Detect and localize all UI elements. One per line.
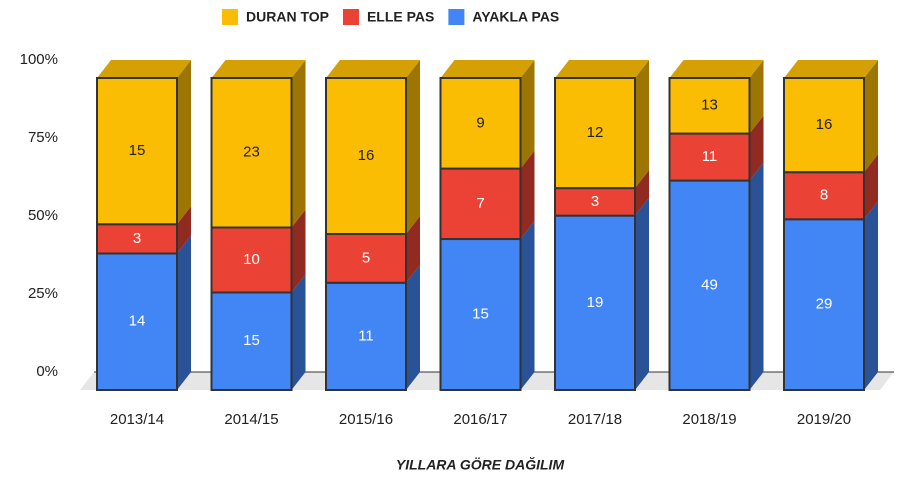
bar-side: [864, 154, 878, 220]
legend-label: ELLE PAS: [367, 9, 434, 25]
bar-side: [177, 60, 191, 225]
legend-label: AYAKLA PAS: [472, 9, 559, 25]
bar-side: [864, 201, 878, 390]
bar: [439, 167, 522, 241]
data-label: 3: [591, 193, 599, 210]
data-label: 8: [820, 187, 828, 204]
data-label: 10: [243, 251, 260, 268]
x-tick-label: 2017/18: [568, 411, 622, 428]
data-label: 13: [701, 97, 718, 114]
bar: [325, 281, 407, 391]
bar: [96, 223, 178, 255]
bar-side: [291, 209, 306, 293]
data-label: 5: [362, 249, 370, 266]
bar-top: [326, 60, 420, 78]
y-tick-label: 75%: [28, 129, 58, 146]
bar-top: [784, 60, 878, 78]
data-label: 49: [701, 276, 718, 293]
bar-side: [406, 264, 420, 390]
legend-swatch: [342, 9, 359, 25]
bar: [210, 226, 293, 294]
bar-side: [749, 115, 764, 181]
bar: [210, 291, 293, 391]
bar-top: [97, 60, 191, 78]
bar-top: [669, 60, 764, 78]
bar: [554, 187, 636, 217]
legend-swatch: [448, 9, 465, 25]
legend-swatch: [222, 9, 238, 25]
y-tick-label: 50%: [28, 207, 58, 224]
bar: [554, 77, 636, 190]
bar: [325, 233, 407, 284]
data-label: 11: [702, 148, 718, 165]
x-axis-title: YILLARA GÖRE DAĞILIM: [396, 456, 565, 473]
bar-side: [177, 206, 191, 254]
bar: [325, 77, 407, 235]
x-tick-label: 2016/17: [453, 411, 507, 428]
bar-top: [555, 60, 649, 78]
bar-side: [635, 60, 649, 189]
x-tick-label: 2015/16: [339, 411, 393, 428]
data-label: 19: [587, 294, 604, 311]
data-label: 15: [129, 142, 146, 159]
bar: [668, 179, 751, 391]
bar-side: [520, 221, 535, 390]
bar: [668, 132, 751, 182]
bar-side: [177, 235, 191, 390]
data-label: 23: [243, 144, 260, 161]
y-tick-label: 0%: [36, 363, 58, 380]
bar-top: [211, 60, 306, 78]
bar: [554, 214, 636, 391]
bar: [439, 77, 522, 170]
data-label: 15: [243, 332, 260, 349]
bar: [96, 77, 178, 226]
bar-side: [749, 162, 764, 390]
bar: [96, 252, 178, 391]
legend-label: DURAN TOP: [246, 9, 329, 25]
data-label: 14: [129, 313, 146, 330]
bar: [668, 77, 751, 135]
bar-side: [291, 60, 306, 228]
x-tick-label: 2018/19: [682, 411, 736, 428]
bar-top: [440, 60, 535, 78]
data-label: 3: [133, 230, 141, 247]
x-tick-label: 2019/20: [797, 411, 851, 428]
bar-side: [635, 170, 649, 216]
bar-side: [406, 60, 420, 234]
data-label: 11: [358, 327, 374, 344]
bar-side: [864, 60, 878, 173]
bar: [439, 238, 522, 391]
data-label: 29: [816, 296, 833, 313]
bar-side: [635, 197, 649, 390]
data-label: 16: [816, 116, 833, 133]
bar: [783, 171, 865, 221]
bar-side: [749, 60, 764, 134]
y-tick-label: 100%: [20, 51, 58, 68]
bar-side: [520, 150, 535, 240]
y-tick-label: 25%: [28, 285, 58, 302]
bar-side: [406, 216, 420, 283]
data-label: 15: [472, 305, 489, 322]
data-label: 16: [358, 147, 375, 164]
x-tick-label: 2014/15: [224, 411, 278, 428]
bar-side: [520, 60, 535, 169]
data-label: 7: [476, 195, 484, 212]
data-label: 9: [476, 114, 484, 131]
bar: [210, 77, 293, 229]
bar-side: [291, 274, 306, 390]
bar: [783, 77, 865, 174]
x-tick-label: 2013/14: [110, 411, 164, 428]
data-label: 12: [587, 124, 604, 141]
